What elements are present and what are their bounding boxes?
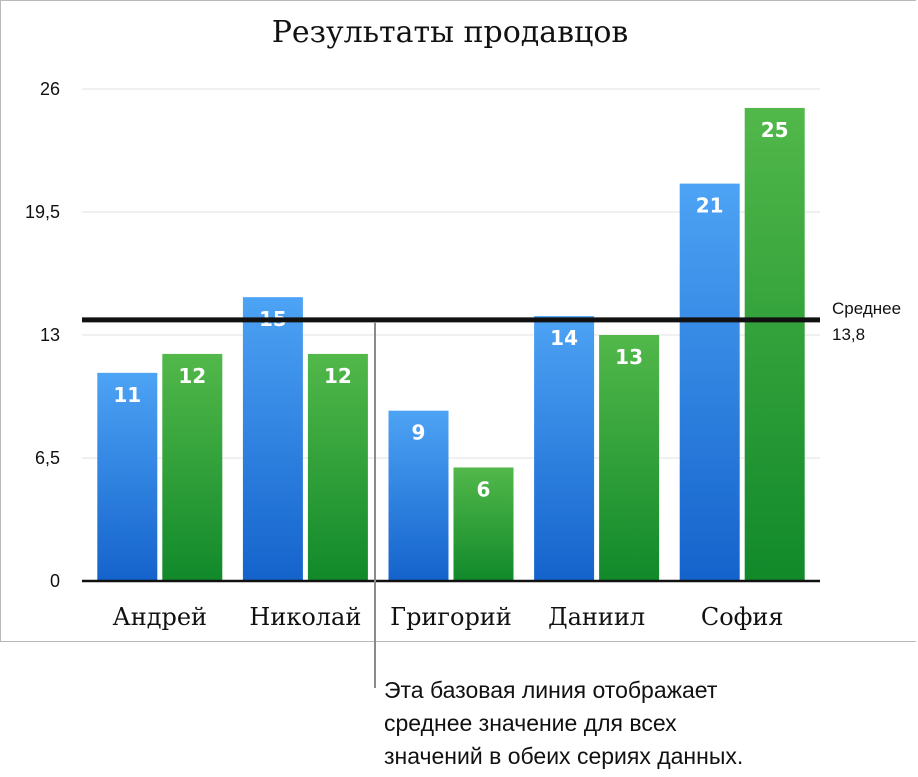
reference-line-name: Среднее	[832, 299, 901, 318]
callout-line-2: среднее значение для всех	[384, 710, 677, 736]
bar-green	[599, 335, 660, 581]
bar-data-label: 12	[178, 364, 206, 388]
bar-green	[162, 353, 223, 581]
bar-blue	[242, 297, 303, 581]
bar-data-label: 9	[412, 421, 426, 445]
reference-line-value: 13,8	[832, 325, 865, 344]
x-category-label: Даниил	[548, 603, 645, 631]
bar-data-label: 21	[696, 194, 724, 218]
callout-line-3: значений в обеих сериях данных.	[384, 743, 744, 769]
bar-data-label: 13	[615, 345, 643, 369]
x-category-label: Андрей	[113, 603, 208, 631]
y-tick-label: 0	[50, 571, 60, 591]
y-tick-label: 26	[40, 79, 60, 99]
bar-data-label: 6	[477, 477, 491, 501]
bar-data-label: 14	[550, 326, 578, 350]
bar-green	[307, 353, 368, 581]
bar-data-label: 11	[113, 383, 141, 407]
x-category-label: Николай	[249, 603, 361, 631]
bar-blue	[679, 183, 740, 581]
callout-line-1: Эта базовая линия отображает	[384, 677, 718, 703]
x-category-label: Григорий	[390, 603, 512, 631]
x-category-label: София	[701, 603, 784, 631]
callout-note: Эта базовая линия отображает среднее зна…	[384, 674, 904, 773]
y-tick-label: 6,5	[35, 448, 60, 468]
bar-green	[453, 467, 514, 581]
chart-title: Результаты продавцов	[272, 15, 629, 50]
bar-data-label: 12	[324, 364, 352, 388]
y-tick-label: 19,5	[25, 202, 60, 222]
chart-frame	[0, 0, 916, 642]
bar-data-label: 25	[761, 118, 789, 142]
bar-blue	[388, 410, 449, 581]
bar-blue	[534, 316, 595, 581]
bar-green	[744, 107, 805, 581]
y-tick-label: 13	[40, 325, 60, 345]
bar-blue	[97, 372, 158, 581]
